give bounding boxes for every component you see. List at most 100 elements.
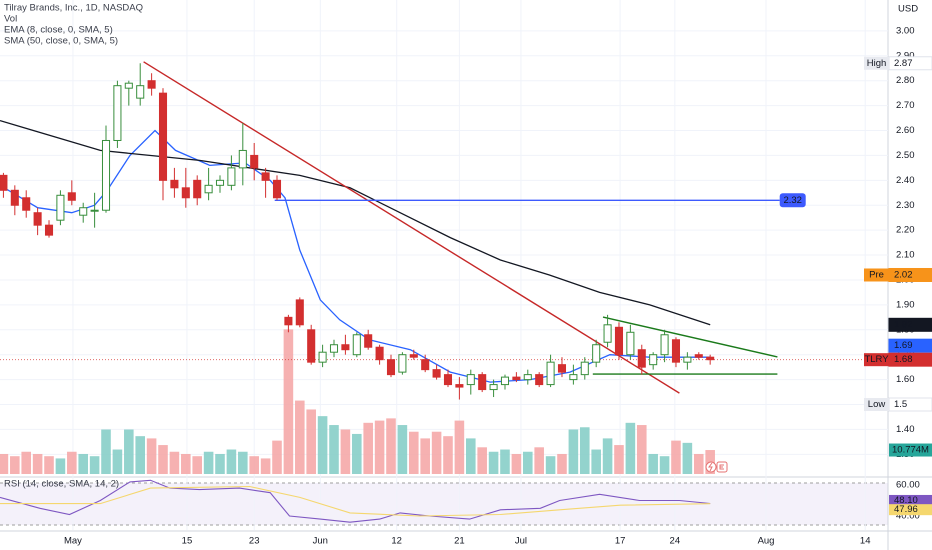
candle-body [124,82,133,89]
candle-body [181,187,190,199]
candle-body [523,374,532,381]
candle-body [113,85,122,141]
volume-bar [181,453,191,474]
volume-bar [568,429,579,474]
volume-bar [67,451,77,474]
volume-bar [557,453,567,474]
rsi-title: RSI (14, close, SMA, 14, 2) [4,479,119,490]
drawing-label: 2.32 [783,195,802,206]
volume-bar [226,449,237,474]
candle-body [227,167,236,186]
candle-body [489,384,498,391]
rsi-line [0,479,711,523]
candle-body [67,192,76,201]
legend-line: EMA (8, close, 0, SMA, 5) [4,25,113,36]
rsi-label-box [889,494,932,506]
candle-body [238,149,247,169]
candle-body [500,376,510,386]
rsi-tick-label: 40.00 [896,511,920,522]
volume-bar [260,458,271,474]
candle-body [466,374,475,386]
candle-body [443,374,453,386]
volume-bar [238,451,248,474]
volume-bar [89,456,100,474]
volume-bar [124,429,134,474]
volume-bar [203,451,214,474]
candle-body [557,364,567,373]
candle-body [0,174,8,191]
rsi-label: 48.10 [894,495,918,506]
volume-bar [659,456,670,474]
candle-body [512,376,521,381]
price-label-name: High [867,58,887,69]
candle-body [706,356,715,361]
volume-bar [614,445,624,474]
volume-bar [409,431,419,474]
candle-body [215,179,225,186]
volume-bar [112,449,123,474]
x-tick-label: May [64,536,82,547]
price-label-box [888,317,932,332]
candle-body [170,179,179,189]
price-label-value: 2.02 [894,270,913,281]
candle-body [603,324,612,343]
candle-body [637,349,646,368]
volume-bar [534,447,544,474]
volume-bar [602,438,613,474]
axis-labels: 3.00 2.90 2.80 2.70 2.60 2.50 2.40 2.30 2.20 2.10… [64,25,932,547]
candle-body [535,374,544,386]
volume-bar [192,456,202,474]
price-label-tag [864,268,889,282]
volume [0,329,715,474]
x-tick-label: Aug [758,536,775,547]
candle-body [478,374,487,391]
earnings-glyph [719,464,724,470]
volume-bar [21,451,32,474]
y-tick-label: 1.90 [896,299,915,310]
volume-bar [272,440,282,474]
volume-bar [443,436,453,474]
volume-bar [511,453,522,474]
y-tick-label: 2.10 [896,250,915,261]
price-label-name: Low [868,399,886,410]
candle-body [261,172,270,181]
volume-bar [636,425,647,474]
candle-body [79,207,88,216]
rsi-label-box [889,504,932,516]
candles [0,63,715,400]
legend-line: SMA (50, close, 0, SMA, 5) [4,36,118,47]
candle-body [580,361,589,376]
x-tick-label: 15 [182,536,193,547]
price-label-box [888,338,932,353]
candle-body [295,299,304,326]
candle-body [364,334,373,348]
candle-body [352,334,361,356]
y-tick-label: 2.50 [896,150,915,161]
volume-bar [386,418,396,474]
volume-bar [500,449,510,474]
candle-body [318,351,327,363]
candle-body [592,344,601,363]
drawing-label-box [779,193,806,208]
x-tick-label: 12 [391,536,402,547]
volume-bar [671,440,681,474]
x-tick-label: 17 [615,536,626,547]
candle-body [626,331,635,356]
trend-line [143,61,680,394]
price-label-tag [864,398,889,412]
volume-bar [625,422,636,474]
volume-bar [545,456,556,474]
rsi-band [0,483,888,525]
price-label-value: 1.82 [894,319,913,330]
volume-bar [329,425,339,474]
candle-body [33,212,42,226]
volume-bar [648,453,658,474]
x-tick-label: 24 [670,536,681,547]
x-tick-label: Jul [515,536,527,547]
y-tick-label: 2.70 [896,100,915,111]
candle-body [44,224,54,236]
volume-bar [169,451,180,474]
trend-line [602,316,778,358]
candle-body [614,326,624,356]
candle-body [341,344,350,351]
